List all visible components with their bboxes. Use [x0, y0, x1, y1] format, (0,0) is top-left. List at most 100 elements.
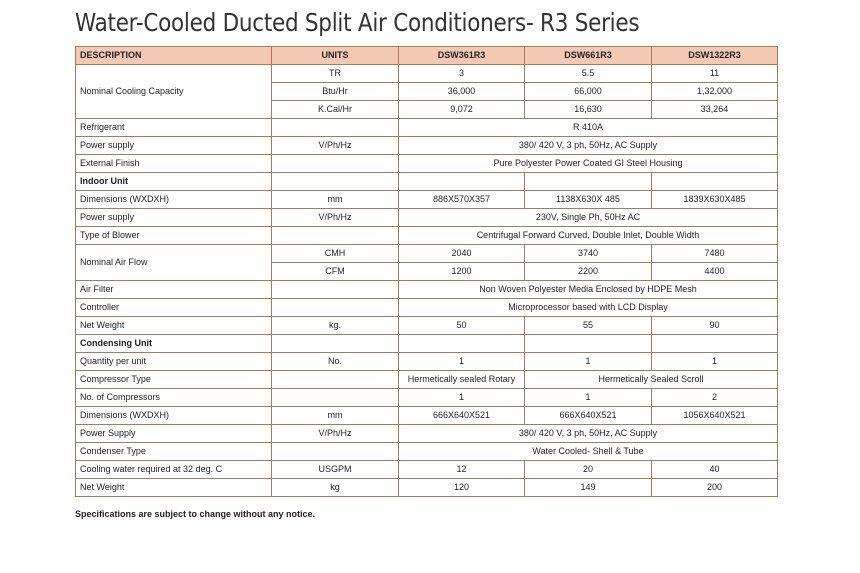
table-row: Controller Microprocessor based with LCD…	[75, 298, 778, 317]
unit-cell: TR	[271, 64, 399, 83]
value-cell: 886X570X357	[398, 190, 525, 209]
table-row: External Finish Pure Polyester Power Coa…	[75, 154, 778, 173]
value-cell: 2200	[524, 262, 652, 281]
value-cell: 1	[524, 352, 652, 371]
row-label: Power supply	[75, 208, 272, 227]
header-dsw361r3: DSW361R3	[398, 46, 525, 65]
value-cell: 200	[651, 478, 778, 497]
section-label: Condensing Unit	[75, 334, 272, 353]
value-cell: 120	[398, 478, 525, 497]
unit-cell: CMH	[271, 244, 399, 263]
table-row: Net Weight kg 120 149 200	[75, 478, 778, 497]
unit-cell: Btu/Hr	[271, 82, 399, 101]
value-cell: 7480	[651, 244, 778, 263]
row-label: Refrigerant	[75, 118, 272, 137]
value-cell: Pure Polyester Power Coated GI Steel Hou…	[398, 154, 778, 173]
unit-cell: No.	[271, 352, 399, 371]
unit-cell	[271, 118, 399, 137]
value-cell: 1200	[398, 262, 525, 281]
value-cell: 1138X630X 485	[524, 190, 652, 209]
row-label: Net Weight	[75, 478, 272, 497]
unit-cell	[271, 280, 399, 299]
value-cell: 1056X640X521	[651, 406, 778, 425]
unit-cell: kg	[271, 478, 399, 497]
value-cell: 36,000	[398, 82, 525, 101]
value-cell: 1	[524, 388, 652, 407]
table-row: Compressor Type Hermetically sealed Rota…	[75, 370, 778, 389]
spec-table: DESCRIPTION UNITS DSW361R3 DSW661R3 DSW1…	[75, 46, 778, 497]
row-label: Power Supply	[75, 424, 272, 443]
table-row: Dimensions (WXDXH) mm 666X640X521 666X64…	[75, 406, 778, 425]
row-label: Cooling water required at 32 deg. C	[75, 460, 272, 479]
value-cell: 12	[398, 460, 525, 479]
value-cell: 5.5	[524, 64, 652, 83]
row-label: Power supply	[75, 136, 272, 155]
table-row: Net Weight kg. 50 55 90	[75, 316, 778, 335]
page-title: Water-Cooled Ducted Split Air Conditione…	[75, 8, 640, 37]
row-label: No. of Compressors	[75, 388, 272, 407]
value-cell: 66,000	[524, 82, 652, 101]
value-cell: 90	[651, 316, 778, 335]
unit-cell	[271, 298, 399, 317]
value-cell: 380/ 420 V, 3 ph, 50Hz, AC Supply	[398, 136, 778, 155]
unit-cell: mm	[271, 406, 399, 425]
table-row: Nominal Air Flow CMH 2040 3740 7480	[75, 244, 778, 281]
value-cell: 3	[398, 64, 525, 83]
unit-cell: mm	[271, 190, 399, 209]
table-row: Refrigerant R 410A	[75, 118, 778, 137]
unit-cell: K.Cal/Hr	[271, 100, 399, 119]
value-cell: 1839X630X485	[651, 190, 778, 209]
value-cell: 40	[651, 460, 778, 479]
value-cell: Microprocessor based with LCD Display	[398, 298, 778, 317]
unit-cell: kg.	[271, 316, 399, 335]
table-row: CFM 1200 2200 4400	[76, 262, 778, 281]
value-cell: Centrifugal Forward Curved, Double Inlet…	[398, 226, 778, 245]
section-row-condensing-unit: Condensing Unit	[75, 334, 778, 353]
section-row-indoor-unit: Indoor Unit	[75, 172, 778, 191]
table-row: Btu/Hr 36,000 66,000 1,32,000	[76, 82, 778, 101]
value-cell: 2040	[398, 244, 525, 263]
disclaimer-note: Specifications are subject to change wit…	[75, 509, 316, 519]
value-cell: 20	[524, 460, 652, 479]
value-cell: 11	[651, 64, 778, 83]
row-label: Net Weight	[75, 316, 272, 335]
unit-cell: V/Ph/Hz	[271, 208, 399, 227]
row-label: Controller	[75, 298, 272, 317]
row-label: External Finish	[75, 154, 272, 173]
value-cell: 1	[398, 388, 525, 407]
value-cell: 230V, Single Ph, 50Hz AC	[398, 208, 778, 227]
table-row: Quantity per unit No. 1 1 1	[75, 352, 778, 371]
value-cell: 1	[651, 352, 778, 371]
table-row: Air Filter Non Woven Polyester Media Enc…	[75, 280, 778, 299]
table-row: Type of Blower Centrifugal Forward Curve…	[75, 226, 778, 245]
value-cell: 666X640X521	[398, 406, 525, 425]
value-cell: 50	[398, 316, 525, 335]
row-label: Condenser Type	[75, 442, 272, 461]
unit-cell	[271, 442, 399, 461]
value-cell: Hermetically Sealed Scroll	[524, 370, 778, 389]
table-row: Power supply V/Ph/Hz 230V, Single Ph, 50…	[75, 208, 778, 227]
unit-cell: CFM	[271, 262, 399, 281]
header-description: DESCRIPTION	[75, 46, 272, 65]
row-label: Compressor Type	[75, 370, 272, 389]
value-cell: 666X640X521	[524, 406, 652, 425]
row-label: Dimensions (WXDXH)	[75, 406, 272, 425]
row-label: Air Filter	[75, 280, 272, 299]
table-row: Nominal Cooling Capacity TR 3 5.5 11	[75, 64, 778, 119]
unit-cell: USGPM	[271, 460, 399, 479]
value-cell: 3740	[524, 244, 652, 263]
value-cell: 9,072	[398, 100, 525, 119]
unit-cell	[271, 154, 399, 173]
value-cell: 33,264	[651, 100, 778, 119]
header-units: UNITS	[271, 46, 399, 65]
table-row: Condenser Type Water Cooled- Shell & Tub…	[75, 442, 778, 461]
value-cell: 1,32,000	[651, 82, 778, 101]
value-cell: 16,630	[524, 100, 652, 119]
value-cell: Non Woven Polyester Media Enclosed by HD…	[398, 280, 778, 299]
value-cell: Water Cooled- Shell & Tube	[398, 442, 778, 461]
unit-cell: V/Ph/Hz	[271, 136, 399, 155]
row-label: Type of Blower	[75, 226, 272, 245]
section-label: Indoor Unit	[75, 172, 272, 191]
value-cell: Hermetically sealed Rotary	[398, 370, 525, 389]
table-row: Power Supply V/Ph/Hz 380/ 420 V, 3 ph, 5…	[75, 424, 778, 443]
